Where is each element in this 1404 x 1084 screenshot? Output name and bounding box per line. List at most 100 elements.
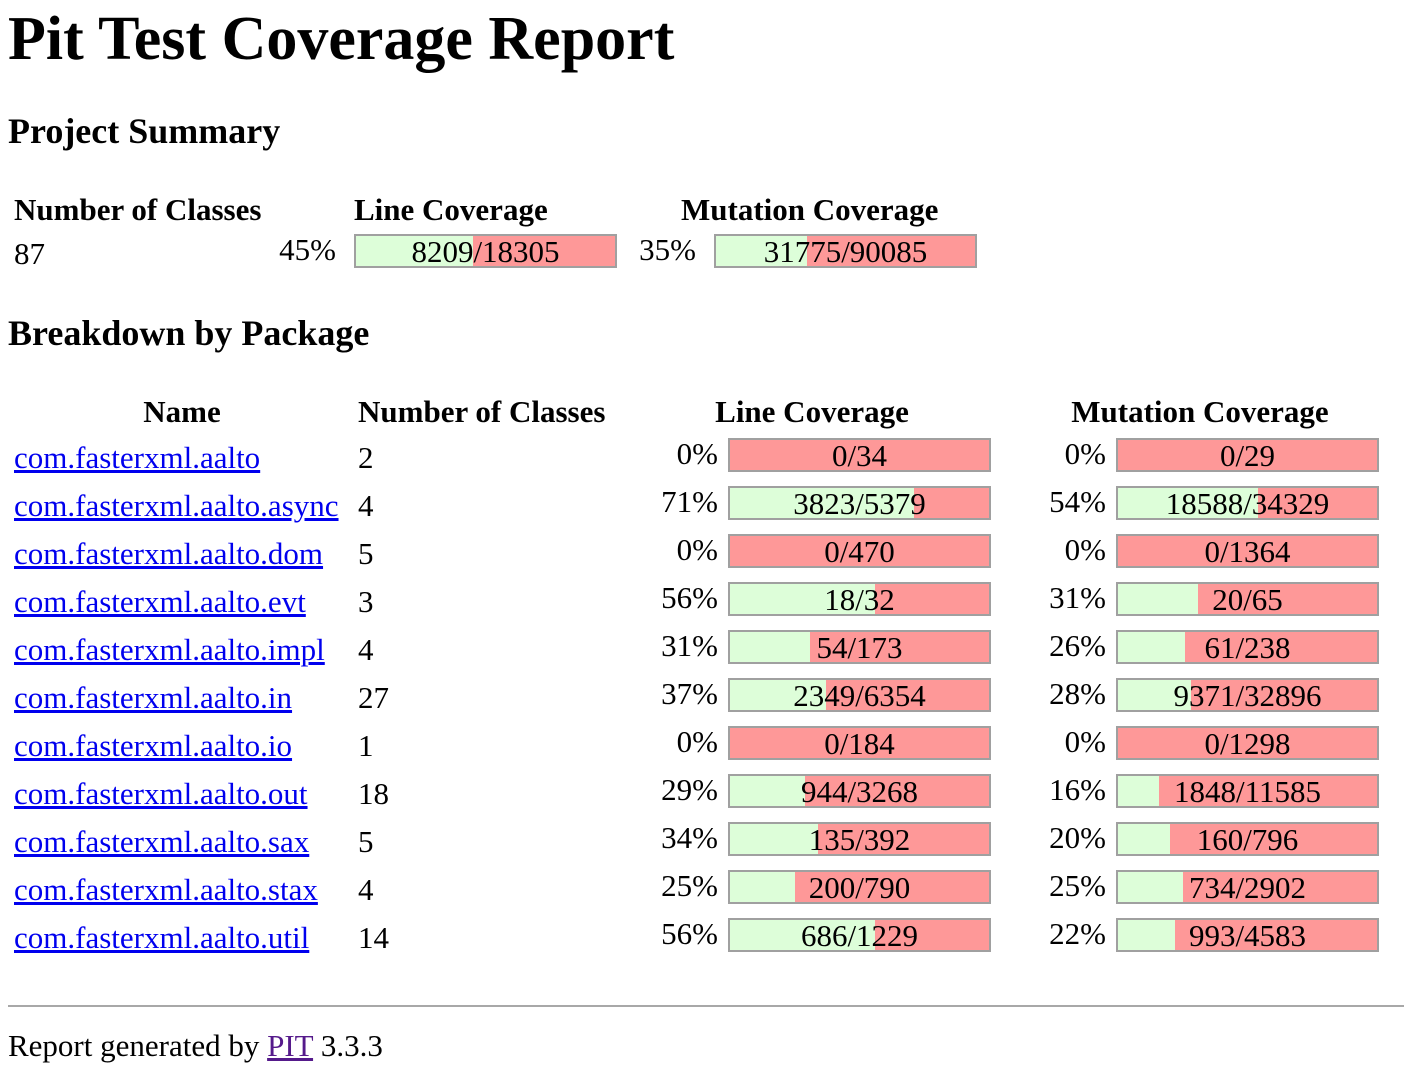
package-link[interactable]: com.fasterxml.aalto.evt bbox=[14, 584, 306, 619]
breakdown-header-mutation-coverage: Mutation Coverage bbox=[1071, 394, 1329, 429]
package-line-percent: 56% bbox=[661, 580, 718, 615]
package-link[interactable]: com.fasterxml.aalto.io bbox=[14, 728, 293, 763]
package-mutation-ratio: 18588/34329 bbox=[1165, 486, 1330, 520]
package-mutation-percent: 54% bbox=[1049, 484, 1106, 519]
package-line-ratio: 54/173 bbox=[816, 630, 903, 664]
package-link[interactable]: com.fasterxml.aalto.in bbox=[14, 680, 293, 715]
package-mutation-coverage-fill bbox=[1118, 680, 1191, 710]
footer: Report generated by PIT 3.3.3 bbox=[8, 1028, 383, 1064]
package-mutation-ratio: 160/796 bbox=[1196, 822, 1299, 856]
package-line-percent: 71% bbox=[661, 484, 718, 519]
package-mutation-coverage-bar: 20/65 bbox=[1116, 582, 1379, 616]
package-line-coverage-bar: 135/392 bbox=[728, 822, 991, 856]
summary-classes-count: 87 bbox=[14, 236, 45, 271]
package-classes-count: 3 bbox=[358, 584, 374, 619]
package-mutation-coverage-fill bbox=[1118, 872, 1183, 902]
package-mutation-ratio: 20/65 bbox=[1212, 582, 1283, 616]
package-mutation-percent: 20% bbox=[1049, 820, 1106, 855]
package-line-ratio: 686/1229 bbox=[800, 918, 919, 952]
package-line-coverage-fill bbox=[730, 920, 876, 950]
package-mutation-ratio: 0/1364 bbox=[1204, 534, 1291, 568]
summary-header-mutation-coverage: Mutation Coverage bbox=[681, 192, 939, 227]
breakdown-header-line-coverage: Line Coverage bbox=[715, 394, 909, 429]
summary-mutation-percent: 35% bbox=[639, 232, 696, 267]
package-mutation-coverage-bar: 61/238 bbox=[1116, 630, 1379, 664]
package-mutation-coverage-bar: 993/4583 bbox=[1116, 918, 1379, 952]
package-classes-count: 5 bbox=[358, 824, 374, 859]
footer-prefix: Report generated by bbox=[8, 1028, 260, 1063]
package-line-percent: 25% bbox=[661, 868, 718, 903]
summary-line-percent: 45% bbox=[279, 232, 336, 267]
package-line-coverage-fill bbox=[730, 776, 806, 806]
package-line-percent: 0% bbox=[676, 532, 718, 567]
breakdown-header-name: Name bbox=[143, 394, 221, 429]
package-line-ratio: 0/470 bbox=[824, 534, 895, 568]
package-line-ratio: 2349/6354 bbox=[793, 678, 926, 712]
package-mutation-ratio: 0/29 bbox=[1219, 438, 1276, 472]
package-link[interactable]: com.fasterxml.aalto.impl bbox=[14, 632, 325, 667]
package-classes-count: 5 bbox=[358, 536, 374, 571]
package-classes-count: 14 bbox=[358, 920, 389, 955]
package-line-coverage-bar: 944/3268 bbox=[728, 774, 991, 808]
package-line-coverage-fill bbox=[730, 488, 914, 518]
package-classes-count: 18 bbox=[358, 776, 389, 811]
package-line-coverage-fill bbox=[730, 680, 826, 710]
package-line-ratio: 0/34 bbox=[831, 438, 888, 472]
package-line-coverage-fill bbox=[730, 632, 811, 662]
package-mutation-ratio: 993/4583 bbox=[1188, 918, 1307, 952]
package-line-coverage-bar: 0/470 bbox=[728, 534, 991, 568]
package-mutation-ratio: 1848/11585 bbox=[1174, 774, 1321, 808]
package-line-coverage-bar: 0/34 bbox=[728, 438, 991, 472]
pit-link[interactable]: PIT bbox=[267, 1028, 314, 1063]
summary-line-ratio: 8209/18305 bbox=[411, 234, 560, 268]
package-mutation-percent: 25% bbox=[1049, 868, 1106, 903]
package-line-percent: 56% bbox=[661, 916, 718, 951]
package-line-percent: 34% bbox=[661, 820, 718, 855]
package-mutation-coverage-bar: 9371/32896 bbox=[1116, 678, 1379, 712]
package-line-percent: 29% bbox=[661, 772, 718, 807]
breakdown-heading: Breakdown by Package bbox=[8, 313, 370, 353]
package-mutation-ratio: 9371/32896 bbox=[1173, 678, 1322, 712]
summary-header-classes: Number of Classes bbox=[14, 192, 262, 227]
package-link[interactable]: com.fasterxml.aalto.out bbox=[14, 776, 308, 811]
package-line-ratio: 200/790 bbox=[808, 870, 911, 904]
package-line-coverage-fill bbox=[730, 872, 795, 902]
summary-header-line-coverage: Line Coverage bbox=[354, 192, 548, 227]
package-link[interactable]: com.fasterxml.aalto.stax bbox=[14, 872, 318, 907]
package-link[interactable]: com.fasterxml.aalto.sax bbox=[14, 824, 310, 859]
summary-mutation-ratio: 31775/90085 bbox=[763, 234, 928, 268]
package-mutation-coverage-bar: 0/29 bbox=[1116, 438, 1379, 472]
package-link[interactable]: com.fasterxml.aalto bbox=[14, 440, 261, 475]
package-mutation-percent: 0% bbox=[1064, 532, 1106, 567]
package-mutation-percent: 0% bbox=[1064, 436, 1106, 471]
package-classes-count: 1 bbox=[358, 728, 374, 763]
package-line-coverage-bar: 2349/6354 bbox=[728, 678, 991, 712]
package-mutation-ratio: 61/238 bbox=[1204, 630, 1291, 664]
package-classes-count: 4 bbox=[358, 488, 374, 523]
package-mutation-percent: 31% bbox=[1049, 580, 1106, 615]
package-mutation-ratio: 734/2902 bbox=[1188, 870, 1307, 904]
package-line-ratio: 0/184 bbox=[824, 726, 895, 760]
package-mutation-coverage-bar: 0/1364 bbox=[1116, 534, 1379, 568]
summary-line-coverage-fill bbox=[356, 236, 473, 266]
footer-divider bbox=[8, 1005, 1404, 1007]
package-classes-count: 27 bbox=[358, 680, 389, 715]
package-link[interactable]: com.fasterxml.aalto.dom bbox=[14, 536, 324, 571]
package-line-coverage-bar: 200/790 bbox=[728, 870, 991, 904]
package-line-ratio: 135/392 bbox=[808, 822, 911, 856]
package-line-percent: 31% bbox=[661, 628, 718, 663]
package-link[interactable]: com.fasterxml.aalto.async bbox=[14, 488, 339, 523]
package-mutation-coverage-bar: 18588/34329 bbox=[1116, 486, 1379, 520]
package-line-percent: 0% bbox=[676, 436, 718, 471]
package-mutation-coverage-fill bbox=[1118, 488, 1258, 518]
package-line-coverage-bar: 0/184 bbox=[728, 726, 991, 760]
package-mutation-percent: 28% bbox=[1049, 676, 1106, 711]
summary-mutation-coverage-fill bbox=[716, 236, 807, 266]
package-link[interactable]: com.fasterxml.aalto.util bbox=[14, 920, 310, 955]
package-line-percent: 0% bbox=[676, 724, 718, 759]
package-line-ratio: 3823/5379 bbox=[793, 486, 926, 520]
package-mutation-ratio: 0/1298 bbox=[1204, 726, 1291, 760]
package-classes-count: 2 bbox=[358, 440, 374, 475]
package-mutation-coverage-bar: 160/796 bbox=[1116, 822, 1379, 856]
package-mutation-percent: 16% bbox=[1049, 772, 1106, 807]
